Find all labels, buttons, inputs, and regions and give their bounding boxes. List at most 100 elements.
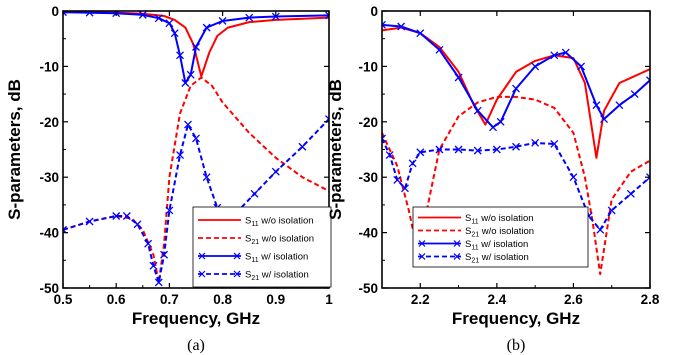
plot-area bbox=[382, 20, 650, 276]
data-point-s21_w bbox=[154, 278, 163, 287]
y-tick-label: -30 bbox=[39, 170, 59, 185]
legend-label-s21_wo: S21 w/o isolation bbox=[465, 226, 534, 239]
series-line-s11_wo bbox=[63, 11, 329, 78]
data-point-s11_w bbox=[165, 19, 174, 28]
data-point-s11_w bbox=[592, 101, 601, 110]
data-point-s21_w bbox=[202, 173, 211, 182]
data-point-s21_w bbox=[408, 159, 417, 168]
y-tick-label: 0 bbox=[370, 4, 378, 19]
y-tick-label: -20 bbox=[39, 115, 59, 130]
data-point-s21_w bbox=[596, 225, 605, 234]
x-tick-label: 1 bbox=[325, 292, 333, 307]
data-point-s11_w bbox=[561, 48, 570, 57]
x-tick-label: 0.6 bbox=[107, 292, 126, 307]
legend-label-s11_w: S11 w/ isolation bbox=[245, 252, 308, 265]
x-tick-label: 0.7 bbox=[160, 292, 179, 307]
data-point-s21_w bbox=[416, 148, 425, 157]
data-point-s11_w bbox=[138, 11, 147, 19]
series-line-s11_w bbox=[63, 11, 329, 84]
data-point-s21_w bbox=[382, 134, 386, 143]
data-point-s11_w bbox=[170, 29, 179, 38]
y-tick-label: -20 bbox=[358, 115, 378, 130]
data-point-s11_w bbox=[218, 17, 227, 25]
data-point-s11_w bbox=[85, 11, 94, 17]
data-point-s11_w bbox=[550, 51, 559, 60]
data-point-s11_w bbox=[382, 20, 386, 29]
panel-caption: (a) bbox=[187, 337, 205, 354]
plot-area bbox=[63, 11, 329, 287]
x-tick-label: 0.8 bbox=[213, 292, 232, 307]
data-point-s11_w bbox=[63, 11, 67, 17]
data-point-s21_w bbox=[176, 151, 184, 159]
data-point-s11_w bbox=[454, 73, 463, 82]
data-point-s21_w bbox=[550, 140, 559, 148]
y-tick-label: -50 bbox=[39, 281, 59, 296]
data-point-s21_w bbox=[626, 189, 635, 198]
data-point-s21_w bbox=[298, 142, 307, 151]
x-tick-label: 2.8 bbox=[641, 292, 660, 307]
x-tick-label: 2.4 bbox=[487, 292, 506, 307]
data-point-s21_w bbox=[85, 217, 94, 226]
legend-marker bbox=[233, 252, 241, 260]
legend-marker bbox=[198, 252, 206, 260]
data-point-s21_w bbox=[250, 189, 259, 198]
series-line-s11_wo bbox=[382, 26, 650, 159]
data-point-s21_w bbox=[646, 173, 650, 182]
data-point-s11_w bbox=[630, 90, 639, 99]
data-point-s21_w bbox=[492, 145, 501, 154]
data-point-s21_w bbox=[512, 142, 520, 151]
x-tick-label: 2.2 bbox=[411, 292, 430, 307]
data-point-s21_w bbox=[160, 250, 169, 259]
series-line-s11_w bbox=[382, 23, 650, 129]
series-line-s21_w bbox=[63, 118, 329, 284]
data-point-s11_w bbox=[435, 45, 444, 54]
data-point-s11_w bbox=[186, 70, 195, 79]
legend-label-s21_w: S21 w/ isolation bbox=[245, 270, 309, 283]
data-point-s21_w bbox=[184, 120, 192, 129]
data-point-s11_w bbox=[646, 76, 650, 85]
x-axis-label: Frequency, GHz bbox=[132, 309, 260, 328]
x-tick-label: 0.5 bbox=[54, 292, 73, 307]
data-point-s11_w bbox=[154, 14, 163, 23]
legend-label-s21_w: S21 w/ isolation bbox=[465, 252, 529, 265]
data-point-s11_w bbox=[397, 22, 406, 31]
panel-a: 0.5 0.6 0.7 0.8 0.9 1 0 -10 -20 -30 -40 -50 Frequenc… bbox=[5, 4, 333, 354]
panel-b: 2.2 2.4 2.6 2.8 0 -10 -20 -30 -40 -50 Frequency, G… bbox=[326, 4, 660, 354]
legend-label-s11_w: S11 w/ isolation bbox=[465, 239, 528, 252]
data-point-s21_w bbox=[112, 212, 121, 220]
y-axis-label: S-parameters, dB bbox=[326, 79, 345, 220]
legend-marker bbox=[418, 253, 426, 260]
y-tick-label: -10 bbox=[358, 59, 378, 74]
data-point-s11_w bbox=[473, 106, 482, 115]
data-point-s11_w bbox=[489, 123, 497, 132]
legend-label-s21_wo: S21 w/o isolation bbox=[245, 234, 314, 247]
y-tick-label: -30 bbox=[358, 170, 378, 185]
y-tick-label: -50 bbox=[358, 281, 378, 296]
data-point-s21_w bbox=[165, 206, 174, 215]
data-point-s21_w bbox=[144, 239, 153, 248]
y-tick-label: -40 bbox=[358, 226, 378, 241]
data-point-s11_w bbox=[512, 84, 520, 93]
data-point-s21_w bbox=[473, 146, 482, 155]
data-point-s11_w bbox=[202, 23, 211, 32]
data-point-s21_w bbox=[149, 261, 158, 270]
data-point-s11_w bbox=[615, 101, 624, 110]
data-point-s11_w bbox=[181, 79, 190, 87]
data-point-s11_w bbox=[245, 13, 254, 22]
data-point-s11_w bbox=[176, 51, 184, 60]
legend-marker bbox=[453, 253, 461, 260]
data-point-s21_w bbox=[569, 173, 578, 182]
data-point-s11_w bbox=[325, 11, 329, 20]
data-point-s11_w bbox=[192, 43, 200, 51]
data-point-s11_w bbox=[271, 12, 280, 21]
y-tick-label: -10 bbox=[39, 59, 59, 74]
panel-caption: (b) bbox=[507, 337, 526, 354]
x-axis-label: Frequency, GHz bbox=[452, 309, 580, 328]
data-point-s21_w bbox=[271, 167, 280, 176]
legend-marker bbox=[198, 270, 206, 278]
data-point-s21_w bbox=[385, 151, 394, 159]
legend-marker bbox=[453, 240, 461, 247]
